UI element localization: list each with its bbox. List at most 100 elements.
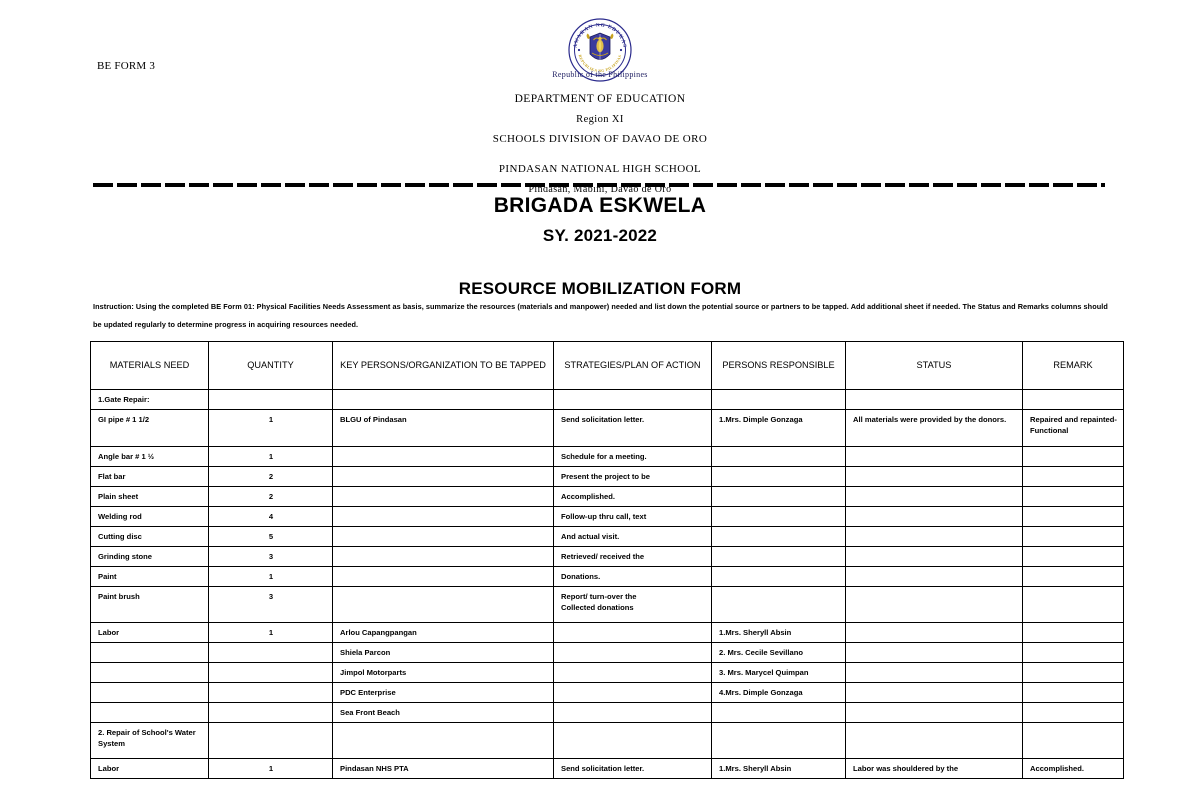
cell-quantity [208,642,333,663]
cell-strategies [553,642,712,663]
cell-materials [90,682,209,703]
cell-materials: Paint brush [90,586,209,623]
table-row: GI pipe # 1 1/2 1 BLGU of Pindasan Send sol… [90,409,1124,447]
cell-remark [1022,506,1124,527]
cell-strategies: Present the project to be [553,466,712,487]
cell-status [845,586,1023,623]
letterhead-school: PINDASAN NATIONAL HIGH SCHOOL [498,163,702,175]
cell-status [845,566,1023,587]
cell-remark [1022,682,1124,703]
form-title: RESOURCE MOBILIZATION FORM [458,279,742,299]
cell-key-persons: Sea Front Beach [332,702,554,723]
cell-strategies: Retrieved/ received the [553,546,712,567]
cell-quantity: 2 [208,486,333,507]
cell-remark [1022,642,1124,663]
cell-key-persons: Shiela Parcon [332,642,554,663]
table-row: Flat bar 2 Present the project to be [90,466,1124,487]
cell-strategies: Follow-up thru call, text [553,506,712,527]
cell-strategies [553,622,712,643]
cell-strategies: And actual visit. [553,526,712,547]
cell-materials: Flat bar [90,466,209,487]
cell-remark [1022,446,1124,467]
header-divider [93,183,1105,187]
cell-remark [1022,526,1124,547]
cell-remark [1022,586,1124,623]
table-row: 2. Repair of School's Water System [90,722,1124,759]
cell-key-persons: Jimpol Motorparts [332,662,554,683]
cell-strategies: Report/ turn-over the Collected donations [553,586,712,623]
cell-quantity [208,389,333,410]
school-year-text: SY. 2021-2022 [542,226,658,246]
cell-status [845,466,1023,487]
cell-quantity [208,662,333,683]
cell-status [845,526,1023,547]
cell-materials: GI pipe # 1 1/2 [90,409,209,447]
cell-quantity [208,682,333,703]
cell-status [845,446,1023,467]
cell-status [845,546,1023,567]
cell-key-persons [332,546,554,567]
cell-key-persons [332,526,554,547]
cell-status [845,622,1023,643]
cell-key-persons [332,506,554,527]
column-header-strategies: STRATEGIES/PLAN OF ACTION [553,341,712,390]
cell-status [845,642,1023,663]
column-header-key-persons: KEY PERSONS/ORGANIZATION TO BE TAPPED [332,341,554,390]
cell-materials: Labor [90,622,209,643]
cell-persons [711,486,846,507]
table-row: Paint brush 3 Report/ turn-over the Collect… [90,586,1124,623]
cell-remark [1022,389,1124,410]
cell-persons: 4.Mrs. Dimple Gonzaga [711,682,846,703]
cell-persons [711,526,846,547]
cell-remark [1022,702,1124,723]
cell-key-persons [332,486,554,507]
cell-status [845,662,1023,683]
cell-materials: Cutting disc [90,526,209,547]
cell-strategies: Schedule for a meeting. [553,446,712,467]
cell-key-persons: PDC Enterprise [332,682,554,703]
cell-status [845,486,1023,507]
cell-strategies [553,389,712,410]
cell-quantity: 5 [208,526,333,547]
cell-persons: 2. Mrs. Cecile Sevillano [711,642,846,663]
cell-materials: 1.Gate Repair: [90,389,209,410]
cell-strategies [553,662,712,683]
cell-remark: Repaired and repainted- Functional [1022,409,1124,447]
letterhead: KAGAWARAN NG EDUKASYON REPUBLIKA NG PILI… [0,14,1200,195]
table-row: Labor 1 Arlou Capangpangan 1.Mrs. Sheryll A… [90,622,1124,643]
cell-key-persons [332,586,554,623]
cell-key-persons [332,722,554,759]
cell-persons: 1.Mrs. Dimple Gonzaga [711,409,846,447]
cell-persons [711,722,846,759]
cell-key-persons [332,566,554,587]
table-row: 1.Gate Repair: [90,389,1124,410]
cell-quantity: 1 [208,758,333,779]
letterhead-region: Region XI [576,113,624,125]
deped-seal-icon: KAGAWARAN NG EDUKASYON REPUBLIKA NG PILI… [552,14,647,82]
cell-persons [711,389,846,410]
cell-status [845,722,1023,759]
cell-key-persons: Arlou Capangpangan [332,622,554,643]
table-row: PDC Enterprise 4.Mrs. Dimple Gonzaga [90,682,1124,703]
column-header-status: STATUS [845,341,1023,390]
cell-status [845,389,1023,410]
cell-remark: Accomplished. [1022,758,1124,779]
cell-materials: Plain sheet [90,486,209,507]
cell-remark [1022,662,1124,683]
cell-strategies: Donations. [553,566,712,587]
table-header: MATERIALS NEED QUANTITY KEY PERSONS/ORGA… [90,341,1124,390]
cell-quantity: 1 [208,446,333,467]
cell-remark [1022,622,1124,643]
form-code-label: BE FORM 3 [97,60,156,72]
cell-materials: Paint [90,566,209,587]
cell-persons [711,466,846,487]
cell-strategies: Send solicitation letter. [553,758,712,779]
cell-remark [1022,466,1124,487]
cell-quantity: 1 [208,409,333,447]
cell-materials: Labor [90,758,209,779]
table-row: Angle bar # 1 ½ 1 Schedule for a meeting. [90,446,1124,467]
cell-key-persons: Pindasan NHS PTA [332,758,554,779]
table-row: Jimpol Motorparts 3. Mrs. Marycel Quimpan [90,662,1124,683]
cell-key-persons: BLGU of Pindasan [332,409,554,447]
